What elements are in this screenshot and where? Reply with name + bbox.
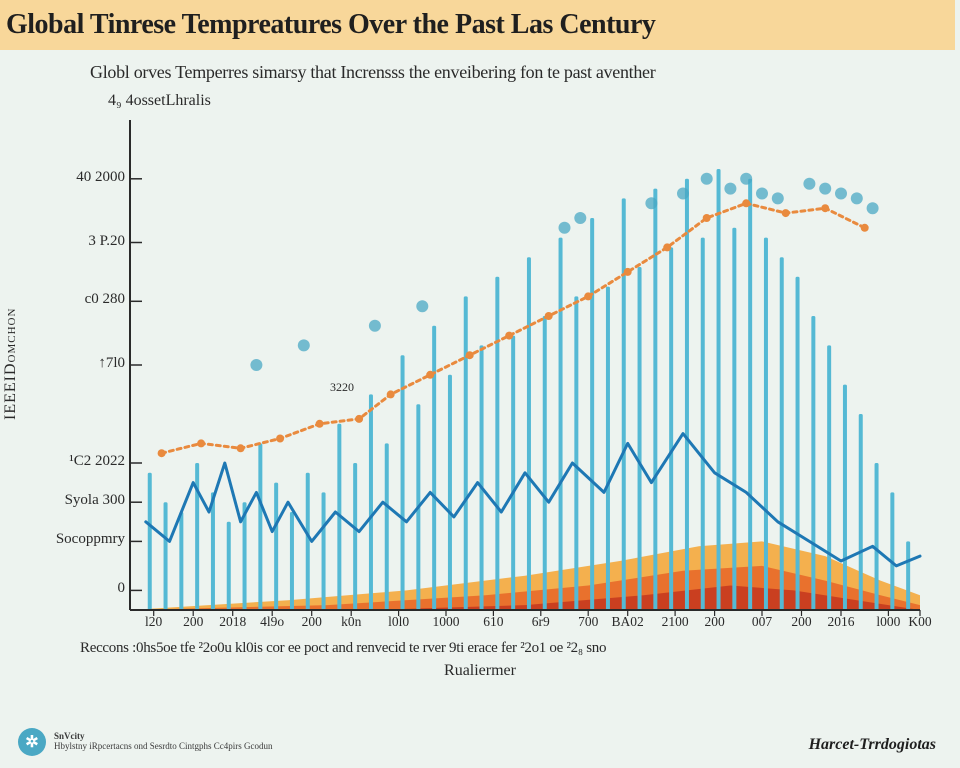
chart — [130, 120, 920, 610]
y-tick-label: ¹C2 2022 — [5, 453, 125, 470]
x-tick-label: 610 — [483, 614, 503, 630]
attribution: Harcet-Trrdogiotas — [809, 736, 936, 754]
y-tick-label: Socoppmry — [5, 531, 125, 548]
x-tick-label: 2100 — [662, 614, 689, 630]
source-line-2: Hbylstny iRpcertacns ond Sesrdto Cintgph… — [54, 742, 272, 752]
x-tick-label: BA02 — [612, 614, 644, 630]
x-tick-label: 200 — [302, 614, 322, 630]
x-tick-label: k0n — [341, 614, 361, 630]
x-tick-label: 6r9 — [532, 614, 550, 630]
x-tick-label: 200 — [183, 614, 203, 630]
x-tick-label: 007 — [752, 614, 772, 630]
chart-annotation: 3220 — [330, 380, 354, 395]
x-axis-title: Rualiermer — [0, 662, 960, 680]
source-text: SnVcity Hbylstny iRpcertacns ond Sesrdto… — [54, 732, 272, 752]
y-tick-label: 3 P.20 — [5, 233, 125, 250]
x-tick-label: 200 — [704, 614, 724, 630]
page-title: Global Tinrese Tempreatures Over the Pas… — [0, 0, 955, 50]
y-tick-label: 0 — [5, 580, 125, 597]
x-tick-label: 200 — [791, 614, 811, 630]
y-tick-label: 40 2000 — [5, 169, 125, 186]
x-tick-label: 4l9o — [260, 614, 284, 630]
x-tick-label: 2016 — [828, 614, 855, 630]
x-tick-label: 700 — [578, 614, 598, 630]
globe-icon: ✲ — [18, 728, 46, 756]
y-tick-label: Syola 300 — [5, 492, 125, 509]
x-tick-label: K00 — [908, 614, 931, 630]
chart-svg — [130, 120, 920, 610]
x-tick-label: 2018 — [219, 614, 246, 630]
corner-label: 4₉ 4ossetLhralis — [108, 92, 211, 110]
source-logo-block: ✲ SnVcity Hbylstny iRpcertacns ond Sesrd… — [18, 728, 272, 756]
page: Global Tinrese Tempreatures Over the Pas… — [0, 0, 960, 768]
x-tick-label: 1000 — [433, 614, 460, 630]
x-tick-label: l20 — [145, 614, 162, 630]
y-tick-label: c0 280 — [5, 291, 125, 308]
y-tick-label: ↑7l0 — [5, 355, 125, 372]
x-tick-label: l000 — [876, 614, 900, 630]
subtitle: Globl orves Temperres simarsy that Incre… — [90, 62, 655, 83]
x-tick-label: l0l0 — [388, 614, 409, 630]
x-axis-caption: Reccons :0hs5oe tfe ²2o0u kl0is cor ee p… — [80, 640, 930, 657]
